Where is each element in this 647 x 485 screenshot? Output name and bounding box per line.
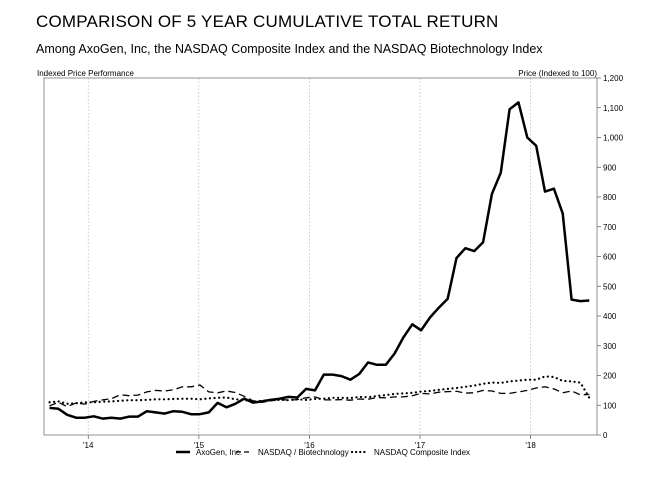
y-axis: 0 100 200 300 400 500 600 700 800 900 1,000 1,100 1,… [597,74,624,440]
y-tick-label: 500 [603,282,617,291]
y-tick-label: 900 [603,163,617,172]
legend: AxoGen, Inc. NASDAQ / Biotechnology NASDAQ… [176,448,470,457]
x-tick-label: '15 [194,441,205,450]
y-tick-label: 1,200 [603,74,624,83]
x-tick-label: '18 [525,441,536,450]
x-tick-label: '16 [304,441,315,450]
legend-label: AxoGen, Inc. [196,448,242,457]
chart-subtitle: Among AxoGen, Inc, the NASDAQ Composite … [36,42,543,56]
y-tick-label: 700 [603,223,617,232]
axogen-inc-line [49,101,590,420]
left-axis-label: Indexed Price Performance [37,69,134,78]
nasdaq-biotechnology-line [49,384,590,408]
y-tick-label: 0 [603,431,608,440]
x-tick-label: '17 [415,441,426,450]
series-lines [48,101,591,420]
y-tick-label: 400 [603,312,617,321]
x-axis: '14 '15 '16 '17 '18 [83,435,536,450]
nasdaq-composite-index-line [48,375,591,405]
grid [87,78,531,435]
legend-label: NASDAQ / Biotechnology [258,448,349,457]
y-tick-label: 800 [603,193,617,202]
y-tick-label: 1,000 [603,134,624,143]
y-tick-label: 600 [603,253,617,262]
right-axis-label: Price (Indexed to 100) [518,69,597,78]
y-tick-label: 300 [603,342,617,351]
y-tick-label: 1,100 [603,104,624,113]
y-tick-label: 100 [603,401,617,410]
legend-label: NASDAQ Composite Index [374,448,470,457]
x-tick-label: '14 [83,441,94,450]
chart-title: COMPARISON OF 5 YEAR CUMULATIVE TOTAL RE… [36,12,499,31]
y-tick-label: 200 [603,372,617,381]
